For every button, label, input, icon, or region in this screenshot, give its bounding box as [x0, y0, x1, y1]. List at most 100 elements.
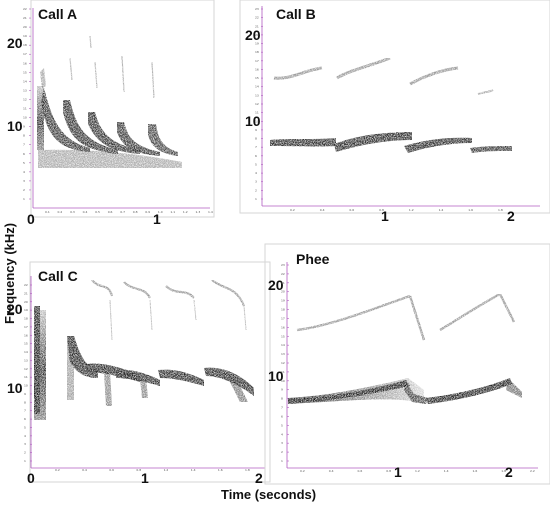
tiny-x-tick-label: 0.6 — [349, 208, 354, 212]
tiny-y-tick-label: 7 — [24, 409, 26, 413]
tiny-y-tick-label: 5 — [255, 162, 257, 166]
tiny-x-tick-label: 1.2 — [183, 210, 188, 214]
y-label-10: 10 — [245, 113, 261, 129]
spectrogram-call-c — [34, 279, 254, 420]
tiny-y-tick-label: 9 — [24, 392, 26, 396]
y-label-10: 10 — [7, 380, 23, 396]
x-axis-title: Time (seconds) — [221, 487, 316, 502]
tiny-x-tick-label: 0.2 — [290, 208, 295, 212]
tiny-y-tick-label: 14 — [255, 85, 259, 89]
tiny-y-tick-label: 16 — [24, 333, 28, 337]
tiny-x-tick-label: 2.2 — [530, 469, 535, 473]
tiny-x-tick-label: 1.4 — [439, 208, 444, 212]
tiny-x-tick-label: 0.3 — [70, 210, 75, 214]
tiny-x-tick-label: 0.4 — [82, 468, 87, 472]
spectrogram-phee — [288, 292, 522, 404]
tiny-x-tick-label: 0.7 — [120, 210, 125, 214]
tiny-x-tick-label: 1.4 — [208, 210, 213, 214]
tiny-y-tick-label: 11 — [281, 370, 285, 374]
tiny-y-tick-label: 3 — [281, 441, 283, 445]
tiny-y-tick-label: 19 — [24, 308, 28, 312]
tiny-y-tick-label: 10 — [24, 384, 28, 388]
tiny-y-tick-label: 13 — [255, 93, 259, 97]
tiny-y-tick-label: 12 — [255, 102, 259, 106]
tiny-y-tick-label: 10 — [281, 379, 285, 383]
tiny-y-tick-label: 12 — [23, 97, 27, 101]
tiny-y-tick-label: 6 — [23, 152, 25, 156]
y-label-10: 10 — [268, 368, 284, 384]
panel-call-c: Call C 20 10 0 1 2 222120191817161514131… — [7, 261, 271, 486]
x-label-1: 1 — [141, 470, 149, 486]
tiny-y-tick-label: 1 — [23, 197, 25, 201]
tiny-y-tick-label: 22 — [255, 16, 259, 20]
tiny-x-tick-label: 0.8 — [136, 468, 141, 472]
tiny-y-tick-label: 2 — [281, 450, 283, 454]
y-label-20: 20 — [7, 35, 23, 51]
tiny-y-tick-label: 15 — [23, 70, 27, 74]
x-label-2: 2 — [505, 464, 513, 480]
tiny-y-tick-label: 6 — [281, 414, 283, 418]
tiny-y-tick-label: 19 — [281, 299, 285, 303]
x-label-0: 0 — [27, 470, 35, 486]
tiny-y-tick-label: 16 — [255, 67, 259, 71]
tiny-y-tick-label: 1 — [255, 197, 257, 201]
tiny-y-tick-label: 21 — [23, 16, 27, 20]
tiny-y-tick-label: 18 — [24, 317, 28, 321]
tiny-y-tick-label: 14 — [23, 79, 27, 83]
tiny-y-tick-label: 15 — [281, 334, 285, 338]
tiny-x-tick-label: 1.2 — [409, 208, 414, 212]
tiny-y-tick-label: 7 — [255, 145, 257, 149]
tiny-y-tick-label: 17 — [281, 316, 285, 320]
tiny-y-tick-label: 13 — [24, 358, 28, 362]
panel-frame — [239, 0, 550, 214]
tiny-x-tick-label: 0.6 — [358, 469, 363, 473]
tiny-y-tick-label: 17 — [24, 325, 28, 329]
tiny-x-tick-label: 1.1 — [170, 210, 175, 214]
tiny-y-tick-label: 7 — [281, 406, 283, 410]
tiny-x-tick-label: 0.2 — [55, 468, 60, 472]
tiny-y-tick-label: 2 — [255, 188, 257, 192]
tiny-y-tick-label: 19 — [255, 42, 259, 46]
panel-phee: Phee 20 10 1 2 2322212019181716151413121… — [264, 243, 550, 485]
tiny-y-tick-label: 5 — [23, 161, 25, 165]
tiny-y-tick-label: 22 — [23, 7, 27, 11]
tiny-y-tick-label: 16 — [281, 325, 285, 329]
tiny-y-tick-label: 12 — [281, 361, 285, 365]
tiny-y-tick-label: 1 — [24, 459, 26, 463]
tiny-y-tick-label: 18 — [281, 308, 285, 312]
tiny-x-ticks: 0.2 0.4 0.6 0.8 1.2 1.4 1.6 1.8 — [290, 208, 503, 212]
tiny-y-tick-label: 9 — [281, 388, 283, 392]
tiny-x-tick-label: 1.6 — [473, 469, 478, 473]
tiny-y-tick-label: 4 — [255, 171, 257, 175]
tiny-y-tick-label: 4 — [24, 434, 26, 438]
tiny-x-tick-label: 0.4 — [320, 208, 325, 212]
tiny-y-tick-label: 3 — [255, 180, 257, 184]
tiny-y-tick-label: 22 — [24, 283, 28, 287]
tiny-x-tick-label: 0.4 — [83, 210, 88, 214]
x-label-0: 0 — [27, 211, 35, 227]
x-label-2: 2 — [255, 470, 263, 486]
tiny-x-ticks: 0.2 0.4 0.6 0.8 1.2 1.4 1.6 1.8 2.2 — [300, 469, 535, 473]
tiny-y-tick-label: 9 — [23, 125, 25, 129]
tiny-x-tick-label: 0.5 — [95, 210, 100, 214]
tiny-x-tick-label: 1.2 — [415, 469, 420, 473]
panel-title: Call B — [276, 6, 316, 22]
tiny-y-tick-label: 13 — [281, 352, 285, 356]
panel-frame — [29, 261, 271, 483]
tiny-y-tick-label: 5 — [281, 423, 283, 427]
tiny-x-tick-label: 0.2 — [300, 469, 305, 473]
tiny-y-tick-label: 8 — [24, 400, 26, 404]
tiny-y-tick-label: 12 — [24, 367, 28, 371]
tiny-x-tick-label: 1.8 — [501, 469, 506, 473]
panel-title: Call C — [38, 268, 78, 284]
tiny-y-tick-label: 14 — [281, 343, 285, 347]
tiny-y-tick-label: 9 — [255, 128, 257, 132]
tiny-y-tick-label: 11 — [24, 375, 28, 379]
tiny-y-tick-label: 15 — [24, 342, 28, 346]
tiny-y-tick-label: 7 — [23, 143, 25, 147]
x-label-1: 1 — [153, 211, 161, 227]
tiny-x-tick-label: 0.6 — [108, 210, 113, 214]
